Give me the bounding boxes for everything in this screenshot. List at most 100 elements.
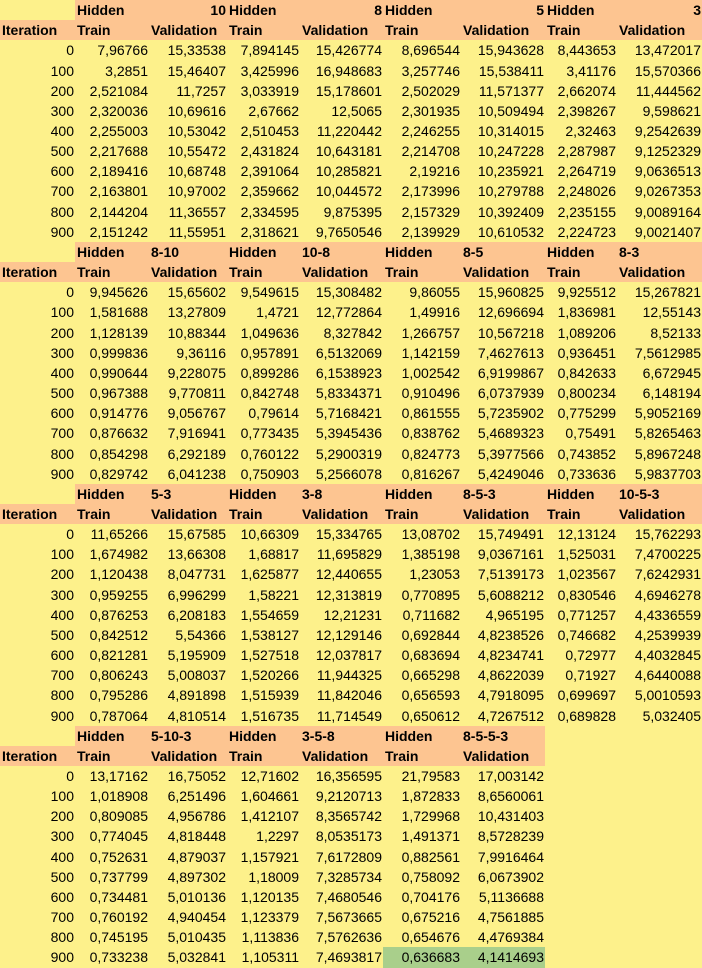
- train-value-cell[interactable]: 1,113836: [227, 927, 300, 948]
- iteration-cell[interactable]: 700: [0, 907, 75, 928]
- validation-value-cell[interactable]: 11,36557: [149, 201, 227, 222]
- iteration-cell[interactable]: 100: [0, 544, 75, 565]
- train-value-cell[interactable]: 2,521084: [75, 80, 149, 101]
- empty-cell[interactable]: [545, 846, 617, 867]
- validation-value-cell[interactable]: 8,0535173: [300, 826, 383, 847]
- validation-value-cell[interactable]: 7,5139173: [461, 564, 545, 585]
- validation-value-cell[interactable]: 9,056767: [149, 403, 227, 424]
- validation-header[interactable]: Validation: [461, 262, 545, 283]
- train-value-cell[interactable]: 2,398267: [545, 100, 617, 121]
- train-value-cell[interactable]: 2,391064: [227, 161, 300, 182]
- validation-value-cell[interactable]: 15,33538: [149, 40, 227, 61]
- iteration-cell[interactable]: 800: [0, 685, 75, 706]
- train-value-cell[interactable]: 2,320036: [75, 100, 149, 121]
- train-value-cell[interactable]: 21,79583: [383, 765, 461, 787]
- validation-value-cell[interactable]: 4,8622039: [461, 665, 545, 686]
- validation-header[interactable]: Validation: [617, 262, 702, 283]
- train-value-cell[interactable]: 0,957891: [227, 342, 300, 363]
- validation-value-cell[interactable]: 6,208183: [149, 604, 227, 625]
- validation-value-cell[interactable]: 6,041238: [149, 463, 227, 484]
- validation-value-cell[interactable]: 5,3945436: [300, 423, 383, 444]
- header-cell-empty[interactable]: [0, 241, 75, 263]
- validation-value-cell[interactable]: 8,047731: [149, 564, 227, 585]
- train-value-cell[interactable]: 1,385198: [383, 544, 461, 565]
- validation-value-cell[interactable]: 4,965195: [461, 604, 545, 625]
- validation-value-cell[interactable]: 7,5673665: [300, 907, 383, 928]
- hidden-label[interactable]: Hidden: [227, 725, 300, 746]
- train-value-cell[interactable]: 0,733636: [545, 463, 617, 484]
- train-value-cell[interactable]: 8,443653: [545, 40, 617, 61]
- validation-header[interactable]: Validation: [461, 745, 545, 766]
- iteration-cell[interactable]: 600: [0, 886, 75, 908]
- train-value-cell[interactable]: 0,800234: [545, 382, 617, 404]
- train-value-cell[interactable]: 2,334595: [227, 201, 300, 222]
- hidden-label[interactable]: Hidden: [545, 241, 617, 263]
- train-header[interactable]: Train: [545, 503, 617, 525]
- train-value-cell[interactable]: 2,662074: [545, 80, 617, 101]
- train-value-cell[interactable]: 0,882561: [383, 846, 461, 867]
- validation-value-cell[interactable]: 10,97002: [149, 181, 227, 202]
- empty-cell[interactable]: [545, 826, 617, 847]
- train-value-cell[interactable]: 1,018908: [75, 786, 149, 807]
- validation-value-cell[interactable]: 4,8234741: [461, 645, 545, 666]
- train-value-cell[interactable]: 0,734481: [75, 886, 149, 908]
- train-value-cell[interactable]: 9,945626: [75, 282, 149, 303]
- train-header[interactable]: Train: [227, 262, 300, 283]
- train-value-cell[interactable]: 0,914776: [75, 403, 149, 424]
- hidden-layers-label[interactable]: 10-8: [300, 241, 383, 263]
- train-value-cell[interactable]: 2,224723: [545, 221, 617, 242]
- iteration-cell[interactable]: 100: [0, 60, 75, 81]
- train-value-cell[interactable]: 0,824773: [383, 443, 461, 464]
- validation-value-cell[interactable]: 7,916941: [149, 423, 227, 444]
- validation-value-cell[interactable]: 5,032405: [617, 705, 702, 726]
- validation-value-cell[interactable]: 15,65602: [149, 282, 227, 303]
- validation-value-cell[interactable]: 12,313819: [300, 584, 383, 605]
- train-value-cell[interactable]: 2,431824: [227, 141, 300, 162]
- train-value-cell[interactable]: 0,770895: [383, 584, 461, 605]
- validation-value-cell[interactable]: 7,9916464: [461, 846, 545, 867]
- train-value-cell[interactable]: 3,2851: [75, 60, 149, 81]
- validation-value-cell[interactable]: 17,003142: [461, 765, 545, 787]
- train-value-cell[interactable]: 0,654676: [383, 927, 461, 948]
- validation-value-cell[interactable]: 11,220442: [300, 120, 383, 142]
- train-value-cell[interactable]: 0,746682: [545, 624, 617, 645]
- validation-value-cell[interactable]: 10,69616: [149, 100, 227, 121]
- validation-value-cell[interactable]: 15,308482: [300, 282, 383, 303]
- train-value-cell[interactable]: 0,699697: [545, 685, 617, 706]
- iteration-cell[interactable]: 500: [0, 866, 75, 887]
- validation-header[interactable]: Validation: [149, 503, 227, 525]
- train-value-cell[interactable]: 13,08702: [383, 524, 461, 545]
- validation-value-cell[interactable]: 6,251496: [149, 786, 227, 807]
- validation-value-cell[interactable]: 5,7168421: [300, 403, 383, 424]
- train-value-cell[interactable]: 1,002542: [383, 362, 461, 383]
- train-value-cell[interactable]: 3,425996: [227, 60, 300, 81]
- iteration-cell[interactable]: 400: [0, 604, 75, 625]
- validation-header[interactable]: Validation: [149, 262, 227, 283]
- validation-value-cell[interactable]: 4,940454: [149, 907, 227, 928]
- empty-cell[interactable]: [545, 886, 617, 908]
- validation-value-cell[interactable]: 4,8238526: [461, 624, 545, 645]
- train-header[interactable]: Train: [227, 20, 300, 41]
- validation-header[interactable]: Validation: [300, 262, 383, 283]
- hidden-label[interactable]: Hidden: [383, 725, 461, 746]
- train-value-cell[interactable]: 0,829742: [75, 463, 149, 484]
- iteration-cell[interactable]: 100: [0, 302, 75, 323]
- validation-value-cell[interactable]: 15,426774: [300, 40, 383, 61]
- iteration-cell[interactable]: 0: [0, 282, 75, 303]
- validation-value-cell[interactable]: 9,0367161: [461, 544, 545, 565]
- train-value-cell[interactable]: 0,689828: [545, 705, 617, 726]
- train-value-cell[interactable]: 0,760122: [227, 443, 300, 464]
- iteration-cell[interactable]: 800: [0, 927, 75, 948]
- validation-value-cell[interactable]: 4,2539939: [617, 624, 702, 645]
- train-value-cell[interactable]: 3,41176: [545, 60, 617, 81]
- train-value-cell[interactable]: 1,105311: [227, 947, 300, 968]
- hidden-layers-label[interactable]: 8-5: [461, 241, 545, 263]
- train-value-cell[interactable]: 1,120438: [75, 564, 149, 585]
- train-value-cell[interactable]: 1,049636: [227, 322, 300, 343]
- iteration-cell[interactable]: 800: [0, 443, 75, 464]
- train-value-cell[interactable]: 0,821281: [75, 645, 149, 666]
- iteration-cell[interactable]: 200: [0, 80, 75, 101]
- train-value-cell[interactable]: 2,318621: [227, 221, 300, 242]
- train-value-cell[interactable]: 0,745195: [75, 927, 149, 948]
- validation-value-cell[interactable]: 15,178601: [300, 80, 383, 101]
